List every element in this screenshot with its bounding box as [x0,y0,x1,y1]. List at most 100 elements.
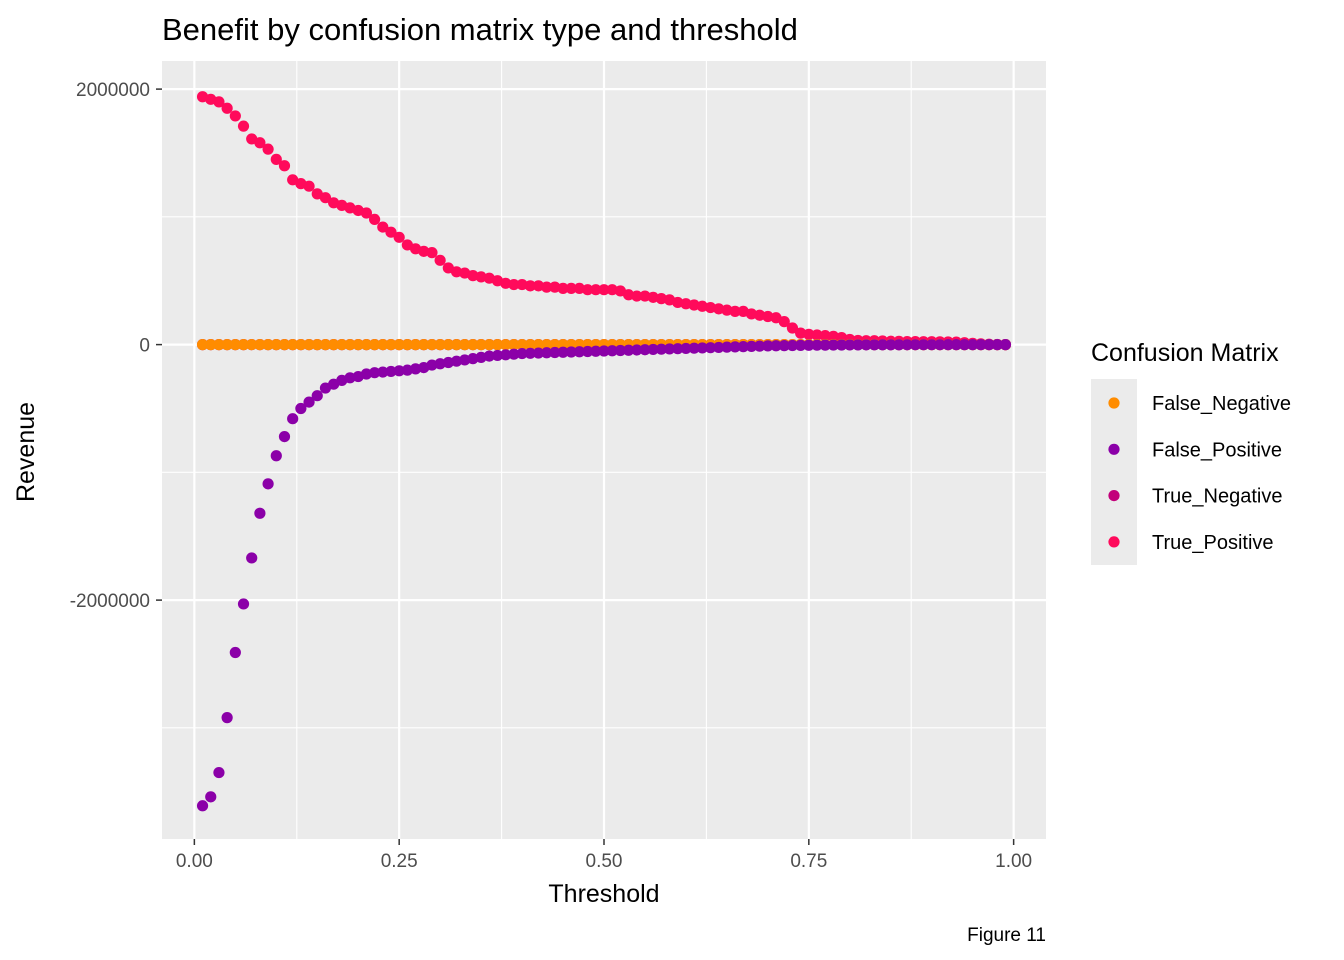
point-true-positive [631,290,643,302]
point-false-positive [663,343,676,355]
point-false-negative [213,339,225,351]
point-true-positive [475,271,487,283]
point-false-positive [590,345,602,357]
point-true-positive [393,231,405,243]
point-false-negative [459,339,471,351]
point-false-positive [549,346,561,359]
point-true-positive [450,266,463,278]
point-true-positive [213,96,225,108]
point-false-positive [369,367,381,379]
point-false-negative [500,339,512,351]
point-false-positive [950,339,962,351]
point-false-negative [205,339,217,351]
x-tick-label: 0.00 [176,851,213,872]
point-false-positive [262,478,274,490]
point-true-positive [418,245,430,257]
point-true-positive [369,213,381,226]
point-false-positive [213,766,225,779]
point-false-positive [827,339,840,351]
point-false-positive [655,343,667,355]
point-false-positive [729,341,741,353]
point-false-negative [336,339,348,351]
point-false-positive [270,450,282,462]
point-false-positive [819,339,831,351]
point-true-positive [819,330,831,342]
x-tick-label: 0.25 [381,851,418,872]
legend-key-true-positive [1108,536,1120,548]
point-true-positive [532,280,545,292]
point-false-negative [369,339,381,351]
point-false-positive [491,349,504,362]
point-false-positive [409,363,422,375]
point-false-negative [524,339,536,351]
point-true-positive [426,247,438,259]
point-false-negative [393,339,405,351]
point-true-positive [500,277,512,289]
data-points [196,91,1012,812]
point-false-positive [860,339,872,351]
point-false-negative [426,339,438,351]
point-false-positive [377,366,389,378]
point-false-positive [795,339,807,351]
legend: Confusion Matrix False_Negative False_Pos… [1091,339,1291,565]
point-false-negative [303,339,315,351]
point-true-positive [516,278,528,291]
legend-label: False_Positive [1152,439,1282,461]
legend-title: Confusion Matrix [1091,339,1279,367]
point-true-positive [467,270,479,282]
point-false-negative [442,339,454,351]
point-true-positive [704,301,717,314]
x-tick-label: 0.75 [790,851,827,872]
point-false-positive [360,368,373,380]
x-axis-title: Threshold [548,880,659,908]
point-true-positive [688,299,700,311]
point-false-positive [582,345,594,358]
point-false-positive [704,342,717,354]
point-false-negative [401,339,413,351]
point-false-positive [287,413,299,425]
point-false-negative [311,339,323,351]
point-true-positive [557,282,569,294]
point-false-negative [262,339,274,351]
point-true-positive [745,308,758,320]
point-false-negative [508,339,520,351]
point-false-positive [762,340,774,352]
point-false-positive [999,339,1012,351]
point-true-positive [696,300,708,312]
point-true-positive [360,207,373,219]
point-true-positive [827,330,840,342]
point-false-negative [221,339,233,351]
point-false-negative [483,339,495,351]
point-false-positive [778,340,790,352]
point-false-positive [647,343,659,356]
point-true-positive [803,328,815,340]
point-false-positive [442,356,454,369]
point-false-positive [721,341,733,353]
point-true-positive [582,284,594,296]
point-false-positive [434,358,446,370]
point-false-positive [631,344,643,356]
point-false-negative [418,339,430,351]
legend-key-false-positive [1108,443,1120,455]
point-false-positive [942,339,954,351]
point-true-positive [754,309,766,321]
point-true-positive [590,284,602,296]
point-true-positive [622,289,635,301]
point-false-positive [557,346,569,358]
point-false-positive [696,342,708,354]
point-false-negative [434,339,446,351]
point-false-positive [958,339,971,351]
point-false-negative [319,339,332,351]
legend-key-background [1091,379,1137,565]
point-true-positive [565,282,577,294]
point-false-positive [991,339,1003,351]
figure-caption: Figure 11 [967,925,1046,946]
point-true-positive [680,298,692,310]
point-false-positive [598,345,610,357]
point-false-positive [803,339,815,351]
point-true-positive [237,120,250,132]
point-false-positive [237,598,250,610]
x-tick-label: 1.00 [995,851,1032,872]
legend-label: True_Positive [1152,532,1274,554]
point-false-positive [876,339,889,351]
